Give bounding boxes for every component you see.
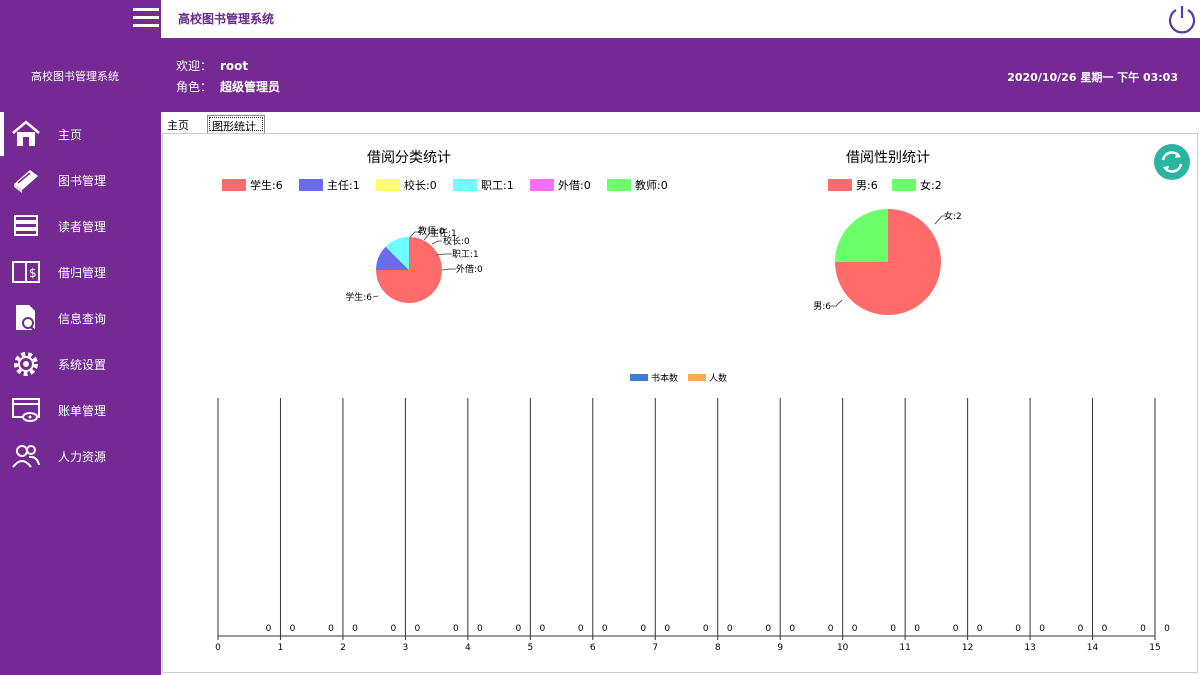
sidebar-item-hr[interactable]: 人力资源 xyxy=(0,434,161,478)
sidebar-item-label: 图书管理 xyxy=(58,174,107,188)
sidebar-item-label: 账单管理 xyxy=(58,404,107,418)
book-icon xyxy=(14,170,38,193)
sidebar-item-query[interactable]: 信息查询 xyxy=(0,296,161,340)
welcome-line: 欢迎： root xyxy=(176,57,248,74)
home-icon xyxy=(12,120,40,146)
sidebar-item-books[interactable]: 图书管理 xyxy=(0,158,161,202)
sidebar-item-label: 主页 xyxy=(58,128,83,142)
sidebar-title: 高校图书管理系统 xyxy=(31,70,119,83)
app-title: 高校图书管理系统 xyxy=(178,12,275,26)
sidebar-item-bills[interactable]: 账单管理 xyxy=(0,388,161,432)
search-doc-icon xyxy=(16,305,36,332)
sidebar-item-readers[interactable]: 读者管理 xyxy=(0,204,161,248)
gear-icon xyxy=(14,352,38,376)
sidebar-top xyxy=(0,0,161,38)
role-value: 超级管理员 xyxy=(220,80,281,94)
header: 高校图书管理系统 欢迎： root 角色： 超级管理员 2020/10/26 星期一… xyxy=(0,38,1200,112)
sidebar-item-label: 信息查询 xyxy=(58,312,107,326)
refresh-icon[interactable] xyxy=(1153,143,1191,181)
menu-toggle-icon[interactable] xyxy=(133,6,159,30)
role-label: 角色： xyxy=(176,80,213,94)
sidebar-item-borrow[interactable]: $ 借归管理 xyxy=(0,250,161,294)
people-icon xyxy=(12,445,40,468)
tab-home[interactable]: 主页 xyxy=(167,119,189,132)
welcome-user: root xyxy=(220,59,249,73)
sidebar-item-home[interactable]: 主页 xyxy=(0,112,161,156)
welcome-label: 欢迎： xyxy=(176,59,213,73)
content-area xyxy=(161,112,1200,675)
power-icon[interactable] xyxy=(1166,3,1198,35)
svg-text:$: $ xyxy=(29,266,37,280)
datetime: 2020/10/26 星期一 下午 03:03 xyxy=(1007,71,1178,84)
sidebar-item-label: 系统设置 xyxy=(58,358,107,372)
sidebar-item-label: 人力资源 xyxy=(58,450,107,464)
top-bar xyxy=(0,0,1200,38)
chart-panel xyxy=(162,133,1198,673)
sidebar-item-settings[interactable]: 系统设置 xyxy=(0,342,161,386)
bill-icon xyxy=(12,398,40,422)
sidebar: 主页 图书管理 读者管理 $ 借归管理 信息查询 xyxy=(0,112,161,675)
tab-charts[interactable]: 图形统计 xyxy=(207,115,265,133)
role-line: 角色： 超级管理员 xyxy=(176,78,280,95)
reader-icon xyxy=(14,215,38,236)
sidebar-item-label: 借归管理 xyxy=(58,266,107,280)
borrow-icon: $ xyxy=(12,261,40,283)
sidebar-item-label: 读者管理 xyxy=(58,220,107,234)
